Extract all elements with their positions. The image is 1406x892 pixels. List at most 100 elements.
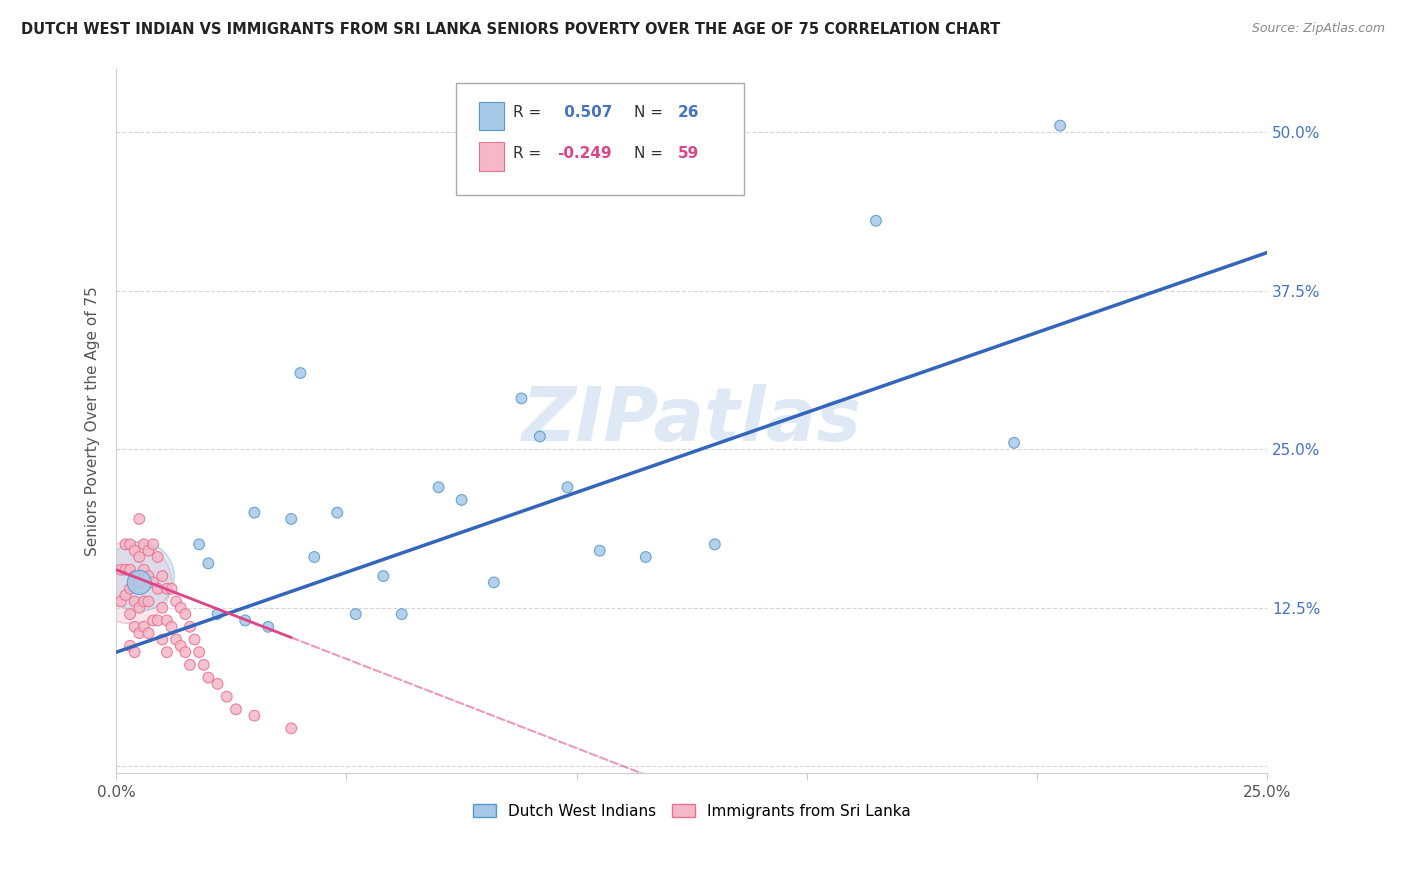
Point (179, 657, 201, 672)
Point (110, 563, 132, 577)
Point (427, 480, 450, 494)
FancyBboxPatch shape (479, 143, 505, 170)
Point (124, 594, 146, 608)
Point (193, 657, 215, 672)
Point (124, 620, 146, 634)
Point (124, 569, 146, 583)
Point (391, 607, 413, 621)
Point (128, 549, 150, 564)
Text: N =: N = (634, 105, 664, 120)
Point (120, 607, 142, 621)
Point (138, 569, 160, 583)
Point (156, 582, 179, 596)
Point (450, 492, 472, 507)
Point (165, 632, 187, 647)
Text: 0.507: 0.507 (560, 105, 613, 120)
Point (373, 569, 395, 583)
Point (128, 569, 150, 583)
Point (150, 569, 173, 583)
Point (120, 537, 142, 551)
Point (188, 537, 211, 551)
Point (243, 708, 266, 723)
Point (156, 645, 179, 659)
Text: R =: R = (513, 105, 541, 120)
Y-axis label: Seniors Poverty Over the Age of 75: Seniors Poverty Over the Age of 75 (86, 285, 100, 556)
Point (529, 429, 551, 443)
Text: 26: 26 (678, 105, 700, 120)
Point (482, 575, 505, 590)
FancyBboxPatch shape (479, 103, 505, 130)
Text: -0.249: -0.249 (557, 146, 612, 161)
Point (1049, 119, 1071, 133)
Point (243, 506, 266, 520)
Point (188, 645, 211, 659)
Text: Source: ZipAtlas.com: Source: ZipAtlas.com (1251, 22, 1385, 36)
Point (197, 671, 219, 685)
Point (142, 575, 165, 590)
Point (132, 537, 155, 551)
Point (215, 690, 238, 704)
Point (128, 575, 150, 590)
Text: ZIPatlas: ZIPatlas (522, 384, 862, 457)
Point (1002, 435, 1025, 450)
Point (865, 214, 887, 228)
Point (120, 582, 142, 596)
Point (132, 620, 155, 634)
Point (174, 645, 197, 659)
Point (179, 620, 201, 634)
Point (150, 632, 173, 647)
Point (128, 600, 150, 615)
Point (170, 639, 193, 653)
Point (344, 607, 367, 621)
Point (150, 600, 173, 615)
Point (233, 614, 256, 628)
Point (114, 537, 136, 551)
Point (207, 607, 229, 621)
Point (304, 549, 326, 564)
Point (280, 512, 302, 526)
Point (146, 582, 169, 596)
Point (557, 480, 579, 494)
Point (326, 506, 349, 520)
Point (207, 677, 229, 691)
Point (114, 588, 136, 602)
Point (120, 639, 142, 653)
Point (510, 392, 533, 406)
Point (160, 620, 183, 634)
Point (110, 594, 132, 608)
Point (634, 549, 657, 564)
Point (170, 600, 193, 615)
Text: DUTCH WEST INDIAN VS IMMIGRANTS FROM SRI LANKA SENIORS POVERTY OVER THE AGE OF 7: DUTCH WEST INDIAN VS IMMIGRANTS FROM SRI… (21, 22, 1000, 37)
Point (128, 626, 150, 640)
Point (165, 594, 187, 608)
Point (703, 537, 725, 551)
FancyBboxPatch shape (456, 83, 744, 195)
Point (138, 594, 160, 608)
Point (280, 722, 302, 736)
Point (146, 614, 169, 628)
Text: N =: N = (634, 146, 664, 161)
Point (290, 366, 312, 380)
Point (128, 575, 150, 590)
Point (174, 607, 197, 621)
Text: 59: 59 (678, 146, 699, 161)
Point (225, 702, 247, 716)
Point (589, 543, 612, 558)
Point (120, 575, 142, 590)
Point (142, 614, 165, 628)
Legend: Dutch West Indians, Immigrants from Sri Lanka: Dutch West Indians, Immigrants from Sri … (467, 797, 917, 825)
Point (128, 512, 150, 526)
Point (114, 563, 136, 577)
Point (183, 632, 205, 647)
Point (120, 563, 142, 577)
Point (132, 594, 155, 608)
Point (156, 614, 179, 628)
Point (142, 537, 165, 551)
Point (132, 563, 155, 577)
Point (138, 543, 160, 558)
Point (124, 645, 146, 659)
Text: R =: R = (513, 146, 541, 161)
Point (138, 626, 160, 640)
Point (124, 543, 146, 558)
Point (160, 582, 183, 596)
